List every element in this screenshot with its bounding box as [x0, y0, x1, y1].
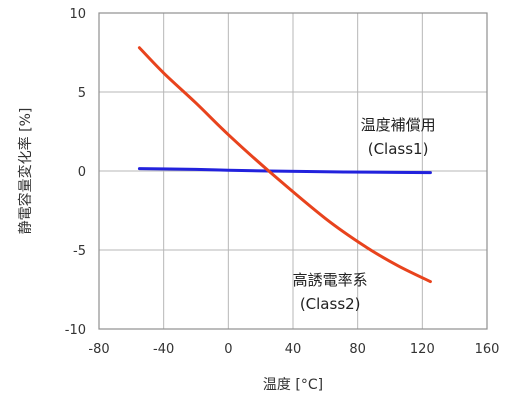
y-tick-label: -10: [65, 323, 86, 338]
y-tick-label: -5: [73, 244, 86, 259]
y-tick-label: 10: [69, 7, 86, 22]
y-tick-label: 5: [78, 86, 86, 101]
tick-label-layer: -80 -40 0 40 80 120 160 -10 -5 0 5 10: [65, 7, 500, 357]
x-tick-label: -40: [153, 342, 174, 357]
series-layer: [137, 46, 432, 284]
x-axis-label: 温度 [°C]: [263, 377, 323, 393]
class2-annotation-line: (Class2): [300, 295, 361, 313]
x-tick-label: 0: [224, 342, 232, 357]
x-tick-label: 160: [475, 342, 500, 357]
class2-series-line: [137, 46, 432, 284]
class2-annotation-line: 高誘電率系: [293, 271, 368, 289]
x-tick-label: 40: [285, 342, 302, 357]
plot-frame: [98, 12, 488, 330]
class1-annotation-line: (Class1): [368, 140, 429, 158]
x-tick-label: 120: [410, 342, 435, 357]
annotation-layer: 温度補償用 (Class1) 高誘電率系 (Class2): [293, 116, 436, 313]
x-tick-label: -80: [88, 342, 109, 357]
class1-annotation-line: 温度補償用: [361, 116, 436, 134]
x-tick-label: 80: [349, 342, 366, 357]
y-tick-label: 0: [78, 165, 86, 180]
y-axis-label: 静電容量変化率 [%]: [17, 108, 34, 235]
